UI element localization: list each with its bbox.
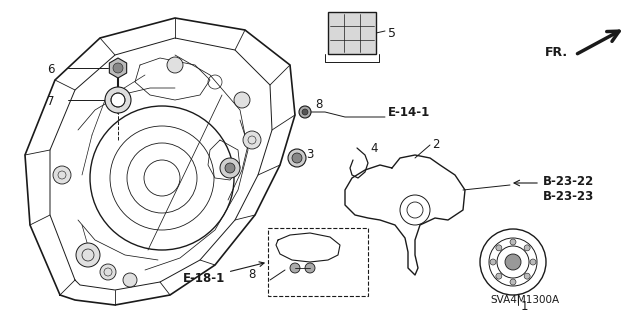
Circle shape <box>524 245 530 251</box>
Polygon shape <box>109 58 127 78</box>
Circle shape <box>220 158 240 178</box>
Circle shape <box>234 92 250 108</box>
Circle shape <box>530 259 536 265</box>
Circle shape <box>510 239 516 245</box>
Circle shape <box>305 263 315 273</box>
Circle shape <box>302 109 308 115</box>
Circle shape <box>225 163 235 173</box>
Circle shape <box>105 87 131 113</box>
Text: B-23-23: B-23-23 <box>543 190 595 203</box>
Circle shape <box>496 273 502 279</box>
Circle shape <box>292 153 302 163</box>
Circle shape <box>100 264 116 280</box>
Text: 3: 3 <box>306 147 314 160</box>
Circle shape <box>167 57 183 73</box>
Text: 5: 5 <box>388 27 396 40</box>
Text: B-23-22: B-23-22 <box>543 175 595 188</box>
Bar <box>268 228 368 296</box>
Circle shape <box>510 279 516 285</box>
Circle shape <box>53 166 71 184</box>
Circle shape <box>76 243 100 267</box>
Circle shape <box>299 106 311 118</box>
Text: 1: 1 <box>521 300 529 313</box>
Circle shape <box>290 263 300 273</box>
Circle shape <box>490 259 496 265</box>
Circle shape <box>505 254 521 270</box>
Text: FR.: FR. <box>545 46 568 58</box>
Text: 2: 2 <box>432 138 440 151</box>
Circle shape <box>288 149 306 167</box>
Text: 8: 8 <box>315 98 323 111</box>
Circle shape <box>123 273 137 287</box>
Circle shape <box>524 273 530 279</box>
Text: 4: 4 <box>370 142 378 155</box>
Text: 7: 7 <box>47 95 55 108</box>
Bar <box>328 12 376 54</box>
Text: SVA4M1300A: SVA4M1300A <box>490 295 559 305</box>
Circle shape <box>243 131 261 149</box>
Circle shape <box>113 63 123 73</box>
Text: 8: 8 <box>248 269 256 281</box>
Text: E-18-1: E-18-1 <box>183 262 264 285</box>
Text: E-14-1: E-14-1 <box>388 107 430 120</box>
Text: 6: 6 <box>47 63 55 76</box>
Circle shape <box>111 93 125 107</box>
Circle shape <box>496 245 502 251</box>
